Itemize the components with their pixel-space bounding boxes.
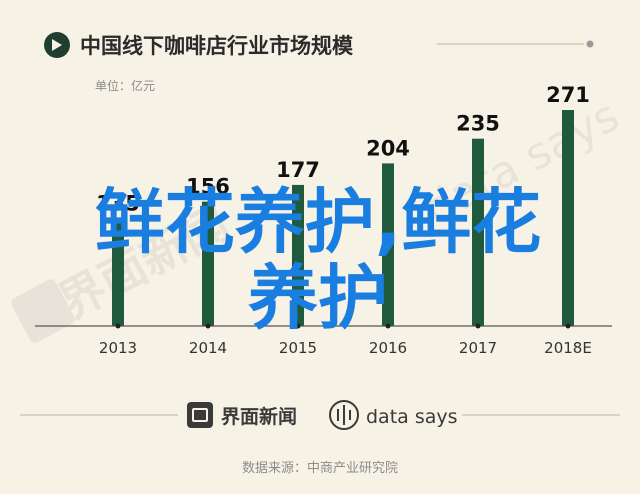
x-tick-label-2015: 2015 [279,339,317,357]
x-tick-labels-group: 2013 2014 2015 2016 2017 2018E [99,339,592,357]
x-tick-2013 [115,323,121,329]
jiemian-logo-icon [187,402,213,428]
datasays-logo-icon [329,400,359,430]
value-label-2014: 156 [186,175,230,199]
bar-2018E [562,110,574,326]
value-labels-group: 135 156 177 204 235 271 [96,83,590,215]
x-tick-label-2016: 2016 [369,339,407,357]
value-label-2017: 235 [456,112,500,136]
footer-brand-row: 界面新闻 data says [20,400,620,430]
bar-2016 [382,163,394,326]
title-rule-end [586,40,594,48]
title-row: 中国线下咖啡店行业市场规模 [44,32,594,58]
overlay-text: 鲜花养护,鲜花 养护 [95,181,542,339]
x-tick-2015 [295,323,301,329]
x-tick-2014 [205,323,211,329]
x-tick-2016 [385,323,391,329]
value-label-2013: 135 [96,191,140,215]
x-tick-2017 [475,323,481,329]
value-label-2015: 177 [276,158,320,182]
footer-brand-jiemian: 界面新闻 [221,405,297,428]
value-label-2016: 204 [366,136,410,160]
page-title: 中国线下咖啡店行业市场规模 [80,34,354,58]
watermark-icon [11,279,75,343]
overlay-line-1: 鲜花养护,鲜花 [95,181,542,263]
source-note: 数据来源：中商产业研究院 [242,461,398,476]
bar-2015 [292,184,304,326]
bar-2014 [202,201,214,326]
x-ticks-group [115,323,571,329]
bar-2013 [112,218,124,326]
x-tick-2018E [565,323,571,329]
bar-2017 [472,138,484,326]
x-tick-label-2017: 2017 [459,339,497,357]
x-tick-label-2013: 2013 [99,339,137,357]
value-label-2018E: 271 [546,83,590,107]
bars-group [112,110,574,326]
x-tick-label-2014: 2014 [189,339,227,357]
overlay-line-2: 养护 [248,257,388,339]
footer-brand-datasays: data says [366,406,458,428]
x-tick-label-2018E: 2018E [544,339,592,357]
unit-label: 单位：亿元 [95,78,155,93]
